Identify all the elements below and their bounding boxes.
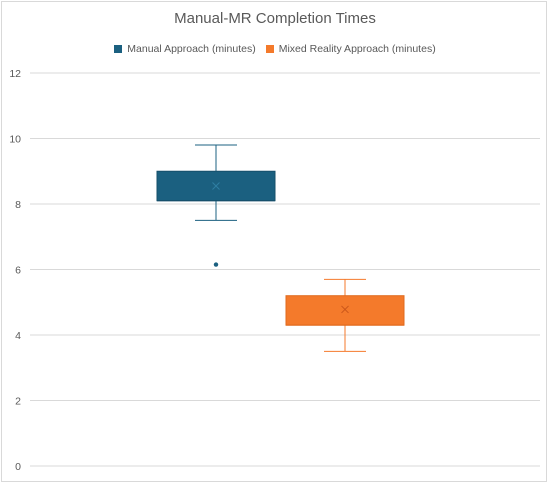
y-tick-label-8: 8 xyxy=(15,199,21,211)
legend-item-mixed-reality: Mixed Reality Approach (minutes) xyxy=(265,43,436,55)
mean-marker-manual-b xyxy=(212,182,220,190)
y-tick-label-10: 10 xyxy=(9,134,21,146)
mean-marker-mixed-reality-b xyxy=(341,305,349,314)
legend-item-manual: Manual Approach (minutes) xyxy=(114,43,256,55)
y-tick-label-4: 4 xyxy=(15,330,21,342)
chart-title: Manual-MR Completion Times xyxy=(174,10,376,27)
legend-label-manual: Manual Approach (minutes) xyxy=(127,43,256,55)
legend-swatch-manual xyxy=(114,45,123,53)
box-manual xyxy=(156,170,276,202)
legend-label-mixed-reality: Mixed Reality Approach (minutes) xyxy=(278,43,436,55)
y-tick-label-12: 12 xyxy=(9,68,21,80)
y-tick-label-2: 2 xyxy=(15,396,21,408)
chart-legend: Manual Approach (minutes) Mixed Reality … xyxy=(0,42,550,56)
legend-swatch-mixed-reality xyxy=(265,45,274,53)
box-mixed-reality xyxy=(285,295,405,326)
outlier-point-manual-0 xyxy=(213,262,219,267)
y-tick-label-6: 6 xyxy=(15,265,21,277)
y-tick-label-0: 0 xyxy=(15,461,21,473)
